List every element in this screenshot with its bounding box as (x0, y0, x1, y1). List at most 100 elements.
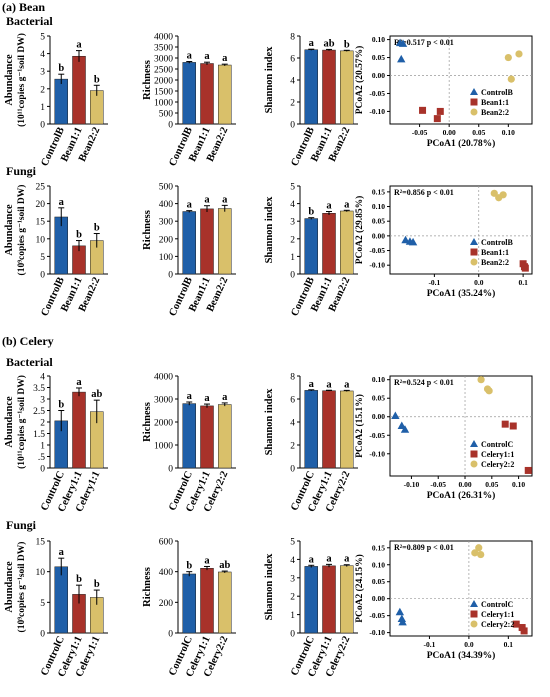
row-label-bean-fungi: Fungi (6, 164, 37, 178)
y-tick-label: 0.05 (372, 577, 385, 586)
y-tick-label: 4000 (154, 33, 173, 43)
y-axis-label-main: Shannon index (264, 46, 275, 114)
significance-letter: a (76, 40, 82, 51)
y-tick-label: 0 (290, 271, 295, 281)
legend-label: Bean1:1 (481, 98, 509, 107)
y-tick-label: 3000 (154, 396, 173, 406)
y-tick-label: 1000 (154, 442, 173, 452)
bar (54, 78, 68, 125)
legend-label: Celery2:2 (481, 620, 514, 629)
x-tick-label-group: ControlB (289, 276, 317, 319)
bar (322, 213, 336, 275)
data-point-triangle (401, 235, 410, 244)
data-point-square (436, 107, 444, 115)
bar (182, 211, 196, 275)
significance-letter: a (344, 199, 350, 210)
legend-marker-circle (470, 258, 478, 266)
data-point-triangle (398, 39, 408, 47)
significance-letter: a (326, 553, 332, 564)
y-tick-label: 3000 (154, 55, 173, 65)
y-tick-label: 2 (290, 235, 295, 245)
y-tick-label: 2500 (154, 66, 173, 76)
legend-label: Celery1:1 (481, 610, 514, 619)
y-axis-label-main: Abundance (4, 204, 15, 256)
significance-letter: a (204, 555, 210, 566)
y-axis-label: Richness (142, 567, 153, 607)
bar (322, 390, 336, 469)
y-tick-label: 0.05 (372, 217, 385, 226)
significance-letter: b (58, 63, 64, 74)
legend-marker-triangle (470, 600, 478, 607)
data-point-square (433, 115, 441, 123)
data-point-triangle (408, 237, 418, 246)
significance-letter: a (222, 53, 228, 64)
x-tick-label: 0.05 (485, 480, 498, 489)
data-point-square (512, 620, 520, 628)
y-tick-label: -0.10 (369, 261, 385, 270)
y-axis-label: Richness (142, 210, 153, 250)
x-tick-label-group: ControlB (39, 276, 67, 319)
y-axis-label-group: PCoA2 (15.1%) (354, 394, 365, 458)
significance-letter: ab (323, 38, 334, 49)
x-axis-label: PCoA1 (34.39%) (427, 650, 496, 661)
bar (218, 571, 232, 634)
y-axis-label-unit: (10¹¹copies g⁻¹soil DW) (16, 33, 27, 127)
y-tick-label: 3 (290, 218, 295, 228)
bar (218, 404, 232, 469)
bar (304, 566, 318, 634)
y-axis-label-main: Shannon index (264, 388, 275, 456)
x-tick-label: 0.10 (512, 480, 525, 489)
stats-annotation: R²=0.524 p < 0.01 (394, 378, 454, 387)
x-axis-label: PCoA1 (20.78%) (427, 138, 496, 149)
x-tick-label: ControlB (289, 126, 317, 169)
y-tick-label: 2 (290, 442, 295, 452)
y-tick-label: 3.5 (33, 384, 45, 394)
significance-letter: a (204, 51, 210, 62)
legend-marker-triangle (470, 88, 478, 95)
y-tick-label: 2000 (154, 77, 173, 87)
y-tick-label: 5 (40, 33, 45, 43)
y-tick-label: -0.10 (369, 628, 385, 637)
significance-letter: b (94, 223, 100, 234)
x-tick-label: ControlB (39, 126, 67, 169)
significance-letter: a (204, 195, 210, 206)
y-tick-label: -0.05 (369, 246, 385, 255)
y-tick-label: 400 (159, 200, 174, 210)
x-tick-label-group: ControlB (289, 126, 317, 169)
significance-letter: b (76, 230, 82, 241)
y-tick-label: 0.00 (372, 594, 385, 603)
y-tick-label: 5 (40, 253, 45, 263)
significance-letter: b (76, 574, 82, 585)
significance-letter: a (344, 379, 350, 390)
y-axis-label-group: PCoA2 (20.57%) (354, 46, 365, 115)
y-axis-label: Shannon index (264, 46, 275, 114)
data-point-circle (490, 189, 498, 197)
bean-fungi-pcoa-scatter: -0.1 0.0 0.1 -0.10 -0.05 0.00 0.05 0.10 0.15 PCoA… (354, 185, 533, 299)
significance-letter: a (59, 197, 65, 208)
y-axis-label-main: Abundance (4, 561, 15, 613)
bar (340, 210, 354, 275)
significance-letter: a (222, 392, 228, 403)
significance-letter: a (187, 51, 193, 62)
y-tick-label: 8 (290, 373, 295, 383)
significance-letter: b (94, 74, 100, 85)
y-tick-label: 8 (290, 33, 295, 43)
significance-letter: b (58, 400, 64, 411)
legend-label: ControlC (481, 440, 514, 449)
y-tick-label: 4 (290, 77, 295, 87)
y-tick-label: 0.00 (372, 412, 385, 421)
celery-bacterial-abundance-bar-chart: 0 .51 1.52 2.53 3.54 Abundance (10¹¹copies g⁻¹… (4, 373, 108, 514)
significance-letter: a (59, 547, 65, 558)
y-tick-label: -0.05 (369, 431, 385, 440)
x-tick-label: 0.10 (502, 128, 515, 137)
y-tick-label: 0.10 (372, 202, 385, 211)
data-point-square (501, 420, 509, 428)
y-tick-label: 0.15 (372, 543, 385, 552)
x-tick-label-group: ControlB (167, 276, 195, 319)
y-axis-label: PCoA2 (20.57%) (354, 46, 365, 115)
y-axis-label-main: Richness (142, 60, 153, 100)
x-tick-label: -0.05 (430, 480, 446, 489)
y-tick-label: 0.10 (372, 35, 385, 44)
